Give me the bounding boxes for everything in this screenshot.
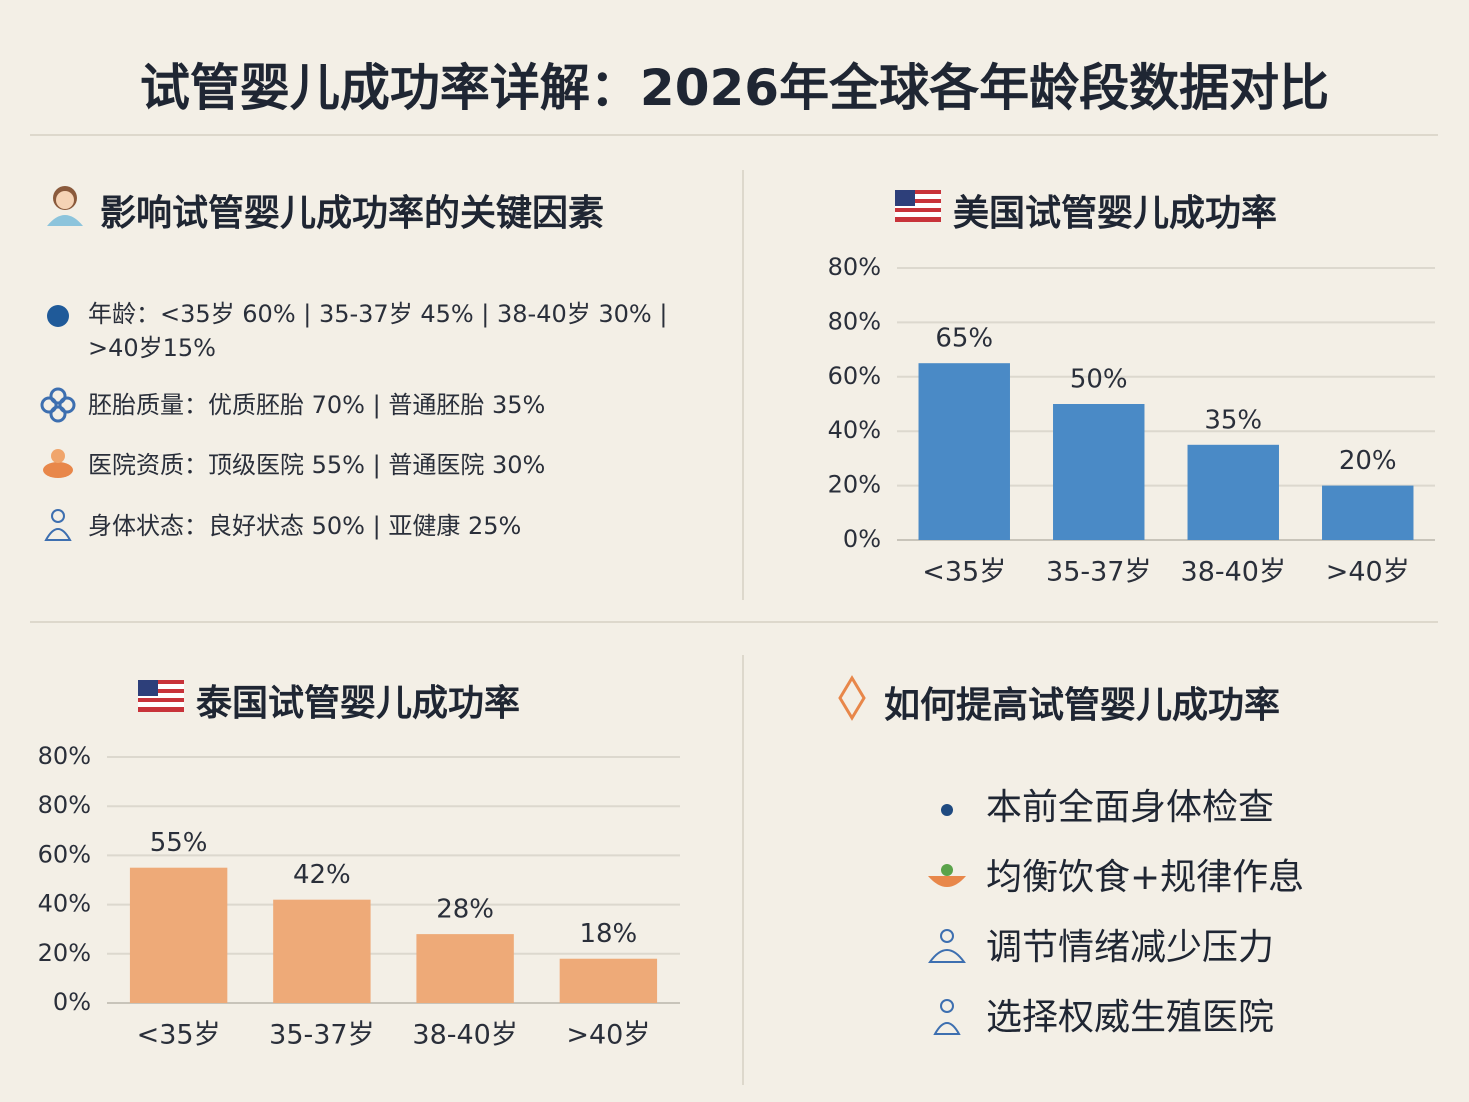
x-tick-label: >40岁 <box>1326 557 1410 588</box>
x-tick-label: <35岁 <box>922 557 1006 588</box>
bar <box>1187 444 1279 540</box>
factor-item: 胚胎质量：优质胚胎 70% | 普通胚胎 35% <box>88 391 546 419</box>
value-label: 55% <box>150 828 208 858</box>
y-tick-label: 40% <box>828 416 881 444</box>
section-heading: 如何提高试管婴儿成功率 <box>884 685 1281 726</box>
y-tick-label: 80% <box>38 791 91 819</box>
x-tick-label: <35岁 <box>137 1020 221 1051</box>
x-tick-label: >40岁 <box>566 1020 650 1051</box>
bowl-icon <box>928 864 966 887</box>
factor-item: 医院资质：顶级医院 55% | 普通医院 30% <box>88 451 546 479</box>
flower-icon <box>40 387 76 423</box>
y-tick-label: 60% <box>38 840 91 868</box>
bar <box>918 363 1010 540</box>
doctor-icon <box>933 999 961 1035</box>
factor-item: 年龄：<35岁 60% | 35-37岁 45% | 38-40岁 30% | … <box>88 300 668 362</box>
bar <box>129 867 228 1003</box>
x-tick-label: 35-37岁 <box>269 1020 374 1051</box>
chart-title: 泰国试管婴儿成功率 <box>196 683 521 724</box>
doctor-icon <box>44 509 72 541</box>
value-label: 20% <box>1339 446 1397 476</box>
y-tick-label: 0% <box>53 988 91 1016</box>
y-tick-label: 80% <box>38 742 91 770</box>
factor-item: 身体状态：良好状态 50% | 亚健康 25% <box>88 512 522 540</box>
chart-title: 美国试管婴儿成功率 <box>953 193 1278 234</box>
y-tick-label: 40% <box>38 890 91 918</box>
diamond-icon <box>838 675 866 721</box>
bullet-icon <box>47 305 69 327</box>
tip-item: 均衡饮食+规律作息 <box>986 857 1305 898</box>
value-label: 35% <box>1204 405 1262 435</box>
bar <box>1053 404 1145 540</box>
value-label: 50% <box>1070 365 1128 395</box>
hospital-icon <box>43 449 73 478</box>
y-tick-label: 80% <box>828 307 881 335</box>
y-tick-label: 20% <box>828 471 881 499</box>
value-label: 42% <box>293 860 351 890</box>
bar <box>416 934 514 1003</box>
value-label: 65% <box>935 324 993 354</box>
person-icon <box>47 186 83 226</box>
y-tick-label: 80% <box>828 253 881 281</box>
x-tick-label: 35-37岁 <box>1046 557 1151 588</box>
y-tick-label: 20% <box>38 939 91 967</box>
tip-item: 本前全面身体检查 <box>986 787 1275 828</box>
section-heading: 影响试管婴儿成功率的关键因素 <box>100 193 605 234</box>
value-label: 18% <box>579 919 637 949</box>
y-tick-label: 60% <box>828 362 881 390</box>
value-label: 28% <box>436 895 494 925</box>
meditate-icon <box>928 929 966 963</box>
x-tick-label: 38-40岁 <box>1181 557 1286 588</box>
tip-item: 调节情绪减少压力 <box>986 927 1275 968</box>
flag-icon <box>895 190 941 222</box>
y-tick-label: 0% <box>843 525 881 553</box>
bar <box>559 958 658 1003</box>
flag-icon <box>138 680 184 712</box>
bullet-icon <box>941 804 953 816</box>
bar <box>273 899 371 1003</box>
x-tick-label: 38-40岁 <box>412 1020 517 1051</box>
tip-item: 选择权威生殖医院 <box>986 997 1275 1038</box>
bar <box>1322 485 1414 540</box>
page-title: 试管婴儿成功率详解：2026年全球各年龄段数据对比 <box>139 59 1330 117</box>
